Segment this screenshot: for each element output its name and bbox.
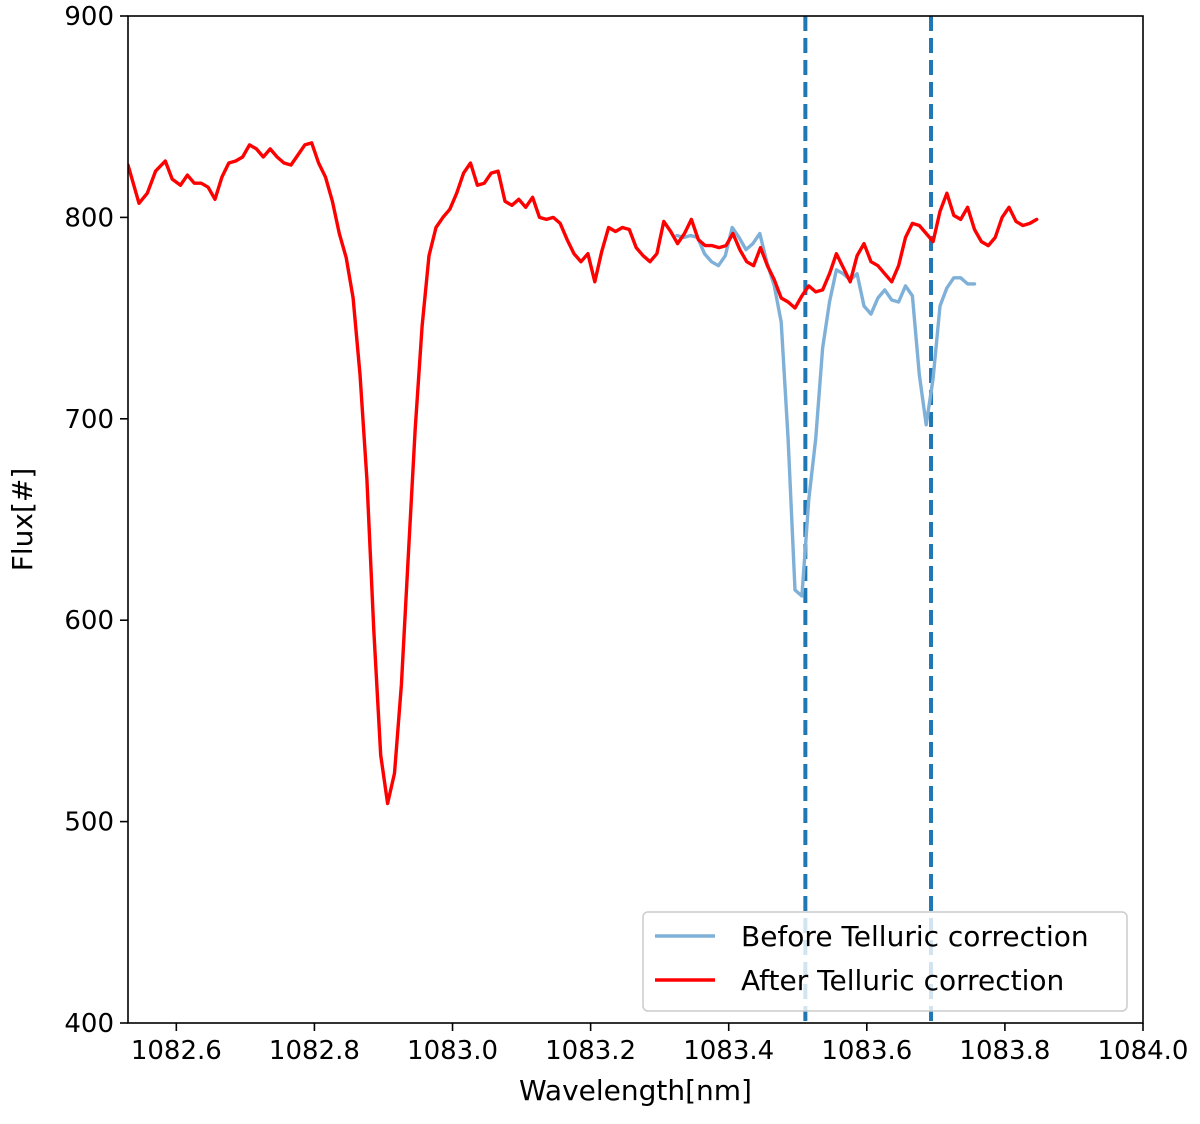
- x-tick-label: 1083.2: [545, 1036, 636, 1066]
- y-tick-label: 900: [64, 2, 114, 32]
- plot-frame: [127, 15, 1144, 1024]
- y-tick-label: 700: [64, 405, 114, 435]
- y-tick-label: 800: [64, 203, 114, 233]
- legend-frame: [642, 911, 1128, 1012]
- x-tick-label: 1082.6: [131, 1036, 222, 1066]
- series-line-after: [128, 141, 1039, 806]
- x-tick-label: 1083.0: [407, 1036, 498, 1066]
- legend: Before Telluric correction After Telluric…: [642, 911, 1128, 1012]
- y-tick-label: 600: [64, 606, 114, 636]
- legend-label: After Telluric correction: [741, 964, 1064, 997]
- y-tick-label: 400: [64, 1009, 114, 1039]
- x-tick-label: 1083.8: [959, 1036, 1050, 1066]
- x-tick-label: 1083.6: [821, 1036, 912, 1066]
- y-tick-label: 500: [64, 808, 114, 838]
- legend-label: Before Telluric correction: [741, 920, 1089, 953]
- x-axis-label: Wavelength[nm]: [519, 1074, 752, 1107]
- x-tick-label: 1083.4: [683, 1036, 774, 1066]
- y-axis-label: Flux[#]: [6, 468, 39, 572]
- x-tick-label: 1084.0: [1098, 1036, 1189, 1066]
- series-line-before: [675, 225, 977, 598]
- x-tick-label: 1082.8: [269, 1036, 360, 1066]
